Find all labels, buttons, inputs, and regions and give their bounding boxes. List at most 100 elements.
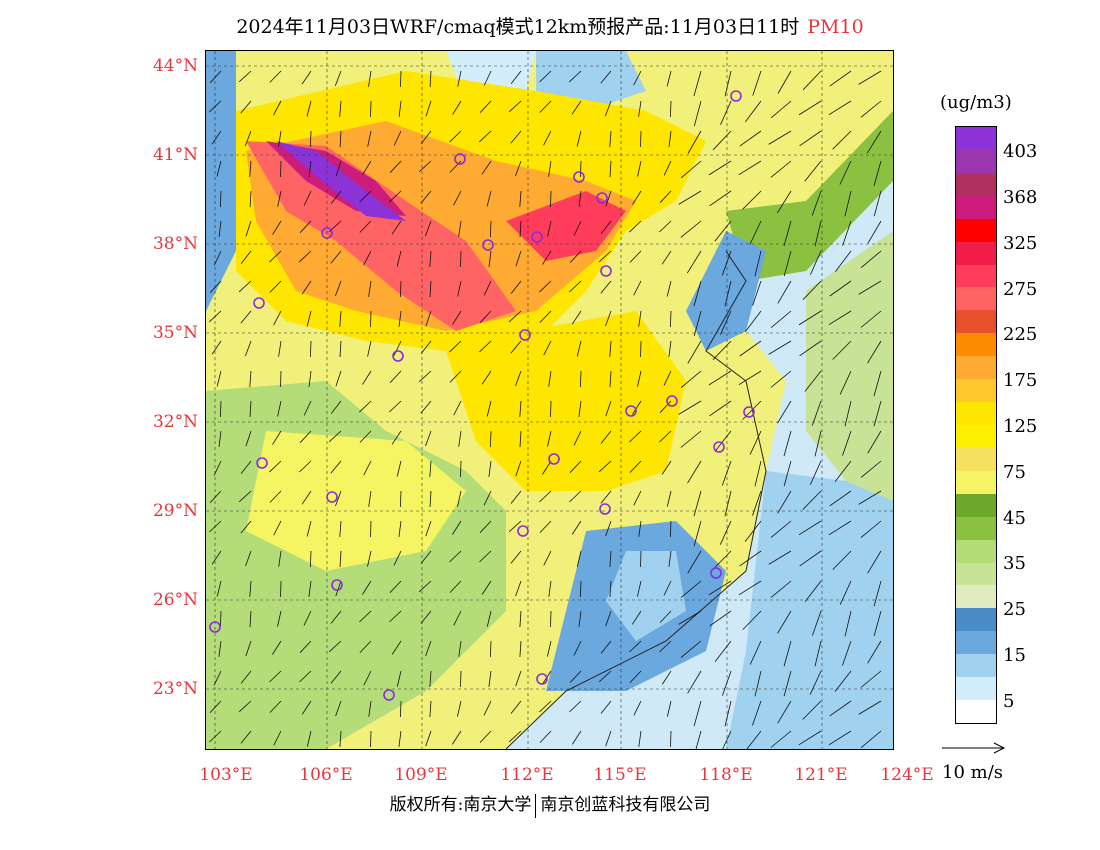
wind-vector [714,220,732,242]
city-marker [713,441,725,453]
wind-vector [573,640,582,656]
wind-vector [249,160,252,177]
wind-vector [873,190,882,217]
wind-vector [722,670,732,696]
wind-vector [668,340,672,357]
wind-vector [548,160,552,177]
wind-vector [844,190,852,217]
wind-vector [632,400,642,415]
wind-vector [744,310,762,332]
wind-vector [272,640,282,655]
wind-vector [609,130,612,148]
wind-vector [638,520,642,537]
wind-vector [860,520,882,538]
wind-vector [452,100,462,115]
wind-vector [389,190,402,203]
wind-vector [777,70,792,94]
wind-vector [245,340,252,357]
wind-vector [738,580,762,596]
wind-vector [245,220,252,237]
wind-vector [860,670,882,688]
wind-vector [746,730,762,749]
wind-vector [680,370,702,389]
wind-vector [363,670,372,686]
city-marker [625,405,637,417]
wind-vector [804,580,822,602]
wind-vector [209,490,222,503]
wind-vector [418,160,432,173]
wind-vector [429,670,432,688]
wind-vector [457,490,462,507]
wind-vector [738,370,762,386]
wind-vector [547,220,552,237]
title-variable: PM10 [807,16,864,38]
wind-vector [814,220,822,247]
wind-vector [303,400,312,416]
wind-vector [811,400,822,426]
city-marker [600,265,612,277]
wind-reference-arrow [942,742,1006,754]
wind-vector [633,70,642,86]
wind-vector [777,700,792,724]
wind-vector [269,280,282,293]
wind-vector [362,580,372,595]
wind-vector [721,460,732,486]
wind-vector [368,490,372,507]
city-marker [331,579,343,591]
wind-vector [605,730,612,747]
wind-vector [449,550,462,563]
wind-vector [576,340,582,357]
wind-vector [216,160,222,177]
wind-vector [452,310,462,325]
wind-vector [539,280,552,293]
wind-vector [453,400,462,416]
wind-vector [460,460,462,478]
wind-vector [752,490,762,516]
wind-vector [776,190,792,214]
wind-vector [680,580,702,598]
wind-vector [339,310,342,328]
wind-vector [829,70,852,87]
wind-vector [693,100,702,127]
wind-vector [299,220,312,233]
wind-vector [488,670,492,687]
wind-vector [712,340,732,360]
wind-vector [578,400,582,417]
lat-label-32n: 32°N [152,412,198,432]
wind-vector [777,280,792,304]
wind-vector [742,190,762,210]
wind-vector [842,430,852,456]
wind-vector [609,550,612,568]
wind-vector [629,430,642,443]
wind-vector [301,700,312,715]
wind-vector [363,460,372,476]
wind-vector [209,520,222,533]
wind-vector [742,610,762,630]
wind-vector [209,100,222,113]
wind-vector [303,190,312,206]
wind-vector [519,640,522,658]
wind-vector [451,730,462,745]
wind-vector [220,190,222,208]
wind-vector [550,190,552,208]
wind-vector [269,250,282,263]
wind-vector [429,70,432,88]
wind-vector [273,310,282,326]
wind-vector [479,520,492,533]
wind-vector [802,700,822,720]
wind-vector [745,100,762,123]
wind-vector [328,640,342,653]
wind-vector [693,490,702,517]
wind-vector [548,580,552,597]
wind-vector [661,670,672,685]
colorbar-segment [956,677,996,701]
wind-vector [515,580,522,597]
wind-vector [638,730,642,747]
wind-vector [839,580,852,605]
wind-vector [687,670,702,694]
wind-vector [605,310,612,327]
wind-vector [739,130,762,147]
wind-vector [693,520,702,547]
wind-vector [213,670,222,686]
wind-vector [550,610,552,628]
